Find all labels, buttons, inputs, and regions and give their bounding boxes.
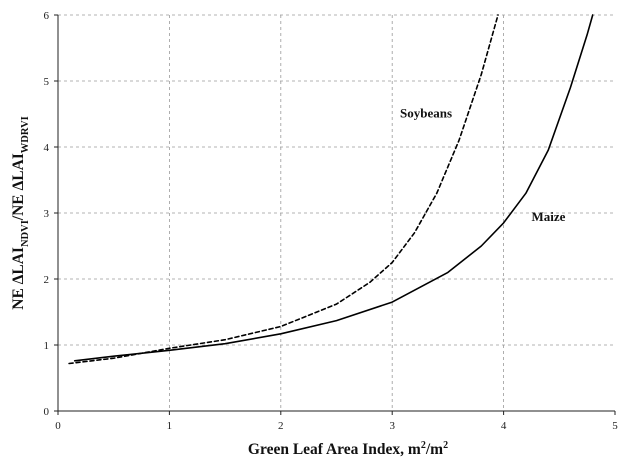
- y-axis-title-sub1: NDVI: [20, 220, 31, 247]
- series-line-soybeans: [68, 14, 499, 365]
- x-tick-label-0: 0: [55, 420, 61, 432]
- series-label-soybeans: Soybeans: [400, 105, 452, 120]
- y-axis-ticks: 0 1 2 3 4 5 6: [44, 10, 58, 418]
- y-tick-label-0: 0: [44, 406, 50, 418]
- x-axis-ticks: 0 1 2 3 4 5: [55, 411, 618, 432]
- series-line-maize: [73, 14, 594, 362]
- x-tick-label-2: 2: [278, 420, 284, 432]
- x-axis-title: Green Leaf Area Index, m2/m2: [248, 440, 448, 458]
- x-axis-title-sup2: 2: [443, 440, 448, 451]
- x-axis-title-main: Green Leaf Area Index, m: [248, 441, 421, 458]
- x-tick-label-3: 3: [389, 420, 395, 432]
- grid: [58, 14, 615, 411]
- y-axis-title-part1: NE ΔLAI: [10, 247, 27, 310]
- y-tick-label-5: 5: [44, 76, 50, 88]
- y-axis-title-sub2: WDRVI: [20, 116, 31, 153]
- x-tick-label-1: 1: [167, 420, 173, 432]
- y-tick-label-1: 1: [44, 340, 50, 352]
- x-axis-title-sup1: 2: [421, 440, 426, 451]
- series-labels: Soybeans Maize: [400, 105, 566, 224]
- y-tick-label-3: 3: [44, 208, 50, 220]
- x-tick-label-4: 4: [501, 420, 507, 432]
- x-axis-title-mid: /m: [425, 441, 443, 458]
- y-tick-label-2: 2: [44, 274, 50, 286]
- y-axis-title: NE ΔLAINDVI/NE ΔLAIWDRVI: [10, 116, 31, 310]
- series-lines: [68, 14, 594, 365]
- series-label-maize: Maize: [531, 209, 565, 224]
- y-tick-label-6: 6: [44, 10, 50, 22]
- x-tick-label-5: 5: [612, 420, 618, 432]
- y-axis-title-part2: /NE ΔLAI: [10, 153, 27, 221]
- y-tick-label-4: 4: [44, 142, 50, 154]
